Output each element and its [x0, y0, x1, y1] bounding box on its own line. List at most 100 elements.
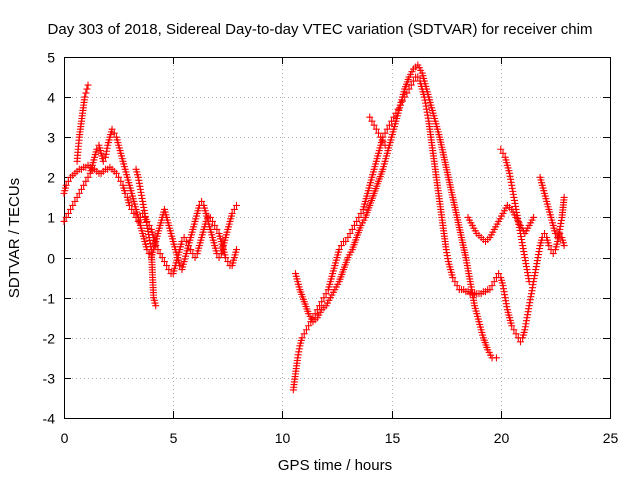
- data-point: [357, 209, 365, 217]
- data-point: [407, 81, 415, 89]
- data-point: [549, 250, 557, 258]
- data-point: [187, 246, 195, 254]
- data-point: [510, 326, 518, 334]
- data-point: [512, 330, 520, 338]
- data-point: [320, 294, 328, 302]
- data-point: [152, 302, 160, 310]
- data-point: [115, 173, 123, 181]
- data-point: [112, 169, 120, 177]
- data-point: [495, 270, 503, 278]
- data-point: [81, 93, 89, 101]
- data-point: [311, 310, 319, 318]
- y-tick-label: 3: [47, 130, 55, 146]
- x-tick-label: 10: [275, 430, 291, 446]
- data-point: [366, 113, 374, 121]
- y-tick-label: 4: [47, 90, 55, 106]
- data-point: [488, 282, 496, 290]
- y-axis-label: SDTVAR / TECUs: [6, 178, 23, 298]
- x-tick-label: 25: [603, 430, 619, 446]
- data-point: [390, 113, 398, 121]
- data-point: [492, 354, 500, 362]
- data-point: [64, 177, 72, 185]
- data-point: [414, 73, 422, 81]
- data-point: [222, 254, 230, 262]
- y-tick-label: 0: [47, 251, 55, 267]
- data-point: [355, 213, 363, 221]
- data-point: [73, 193, 81, 201]
- data-point: [62, 213, 70, 221]
- data-point: [165, 266, 173, 274]
- data-point: [82, 89, 90, 97]
- y-tick-label: 2: [47, 170, 55, 186]
- data-point: [75, 189, 83, 197]
- data-point: [83, 85, 91, 93]
- y-tick-label: -3: [43, 371, 56, 387]
- data-point: [383, 125, 391, 133]
- y-tick-label: -2: [43, 331, 56, 347]
- data-point: [540, 229, 548, 237]
- data-point: [530, 213, 538, 221]
- data-point: [381, 141, 389, 149]
- data-point: [84, 81, 92, 89]
- data-point: [108, 125, 116, 133]
- y-tick-label: 5: [47, 50, 55, 66]
- data-point: [525, 278, 533, 286]
- data-point: [374, 129, 382, 137]
- data-point: [348, 225, 356, 233]
- data-point: [508, 322, 516, 330]
- data-point: [82, 177, 90, 185]
- data-point: [233, 201, 241, 209]
- x-tick-label: 0: [61, 430, 69, 446]
- data-point: [84, 173, 92, 181]
- data-point: [353, 217, 361, 225]
- data-point: [62, 181, 70, 189]
- data-point: [342, 238, 350, 246]
- data-point: [372, 125, 380, 133]
- data-point: [486, 286, 494, 294]
- data-point: [300, 330, 308, 338]
- data-point: [233, 246, 241, 254]
- data-point: [60, 217, 68, 225]
- data-point: [80, 181, 88, 189]
- data-point: [318, 298, 326, 306]
- data-point: [224, 258, 232, 266]
- data-point: [344, 234, 352, 241]
- data-point: [130, 209, 138, 217]
- data-point: [64, 209, 72, 217]
- data-point: [160, 258, 168, 266]
- data-point: [69, 201, 77, 209]
- data-point: [158, 254, 166, 262]
- axis-ticks: [64, 57, 611, 419]
- y-tick-label: -4: [43, 411, 56, 427]
- data-point: [156, 250, 164, 258]
- data-point: [230, 205, 238, 213]
- data-point: [93, 145, 101, 153]
- data-point: [117, 177, 125, 185]
- data-point: [322, 290, 330, 298]
- data-point: [298, 334, 306, 342]
- data-point: [126, 201, 134, 209]
- data-point: [213, 225, 221, 233]
- data-point: [71, 197, 79, 205]
- data-point: [163, 262, 171, 270]
- data-point: [377, 133, 385, 141]
- data-point: [77, 185, 85, 193]
- data-point: [337, 242, 345, 250]
- data-point: [379, 137, 387, 145]
- data-point: [453, 282, 461, 290]
- data-point: [346, 229, 354, 237]
- data-point: [451, 278, 459, 286]
- data-point: [370, 121, 378, 129]
- data-point: [110, 129, 118, 137]
- data-point: [409, 77, 417, 85]
- data-point: [121, 189, 129, 197]
- data-point: [180, 234, 188, 241]
- x-tick-labels: 0 5 10 15 20 25: [61, 430, 619, 446]
- data-point: [516, 338, 524, 346]
- data-point: [499, 149, 507, 157]
- data-point: [67, 205, 75, 213]
- data-point: [449, 274, 457, 282]
- x-tick-label: 5: [170, 430, 178, 446]
- y-tick-labels: -4 -3 -2 -1 0 1 2 3 4 5: [43, 50, 56, 427]
